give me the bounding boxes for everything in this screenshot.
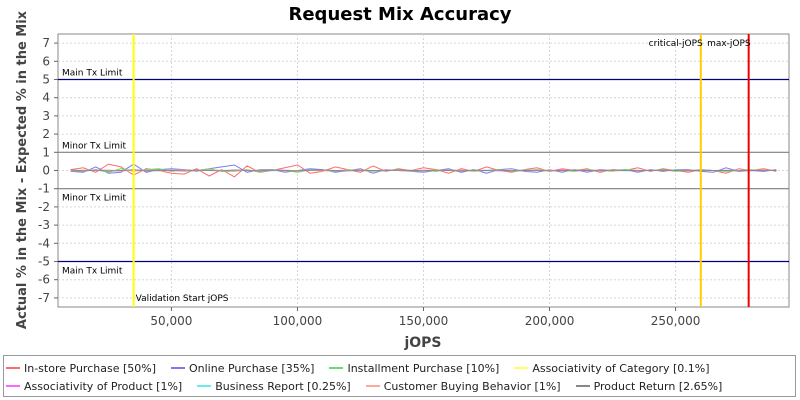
legend-swatch [6,367,20,369]
y-tick-label: -5 [38,255,50,269]
x-axis-label: jOPS [403,335,441,351]
x-tick-label: 50,000 [150,314,192,328]
legend-row: Associativity of Product [1%] Business Re… [4,377,735,395]
marker-line-label: max-jOPS [707,39,751,49]
chart-legend: In-store Purchase [50%] Online Purchase [… [3,355,796,397]
y-tick-label: -2 [38,200,50,214]
legend-swatch [514,367,529,369]
legend-item: Customer Buying Behavior [1%] [364,380,561,393]
legend-item: Business Report [0.25%] [195,380,351,393]
x-tick-label: 200,000 [525,314,575,328]
y-tick-label: 7 [42,36,50,50]
legend-label: In-store Purchase [50%] [24,361,156,375]
limit-line-label: Minor Tx Limit [62,194,127,204]
limit-line-label: Minor Tx Limit [62,141,127,151]
y-axis-label: Actual % in the Mix - Expected % in the … [15,10,30,329]
y-tick-label: 4 [42,91,50,105]
legend-label: Associativity of Product [1%] [24,379,183,393]
legend-label: Product Return [2.65%] [593,379,723,393]
legend-swatch [365,385,380,387]
y-tick-label: -6 [38,273,50,287]
legend-item: In-store Purchase [50%] [4,362,156,375]
legend-label: Installment Purchase [10%] [347,361,500,375]
limit-line-label: Main Tx Limit [62,69,123,79]
y-tick-label: -4 [38,236,50,250]
x-tick-label: 150,000 [399,314,449,328]
marker-line-label: critical-jOPS [649,39,703,49]
legend-label: Business Report [0.25%] [215,379,351,393]
y-tick-label: -7 [38,291,50,305]
series-line [70,169,777,172]
legend-item: Product Return [2.65%] [574,379,723,393]
y-tick-label: 1 [42,145,50,159]
chart-title: Request Mix Accuracy [288,4,511,25]
legend-swatch [575,385,590,387]
x-tick-label: 250,000 [651,314,701,328]
y-tick-label: -1 [38,182,50,196]
x-tick-label: 100,000 [273,314,323,328]
legend-item: Online Purchase [35%] [169,362,314,375]
legend-label: Online Purchase [35%] [188,361,315,375]
legend-swatch [170,367,185,369]
y-tick-label: -3 [38,218,50,232]
y-tick-label: 3 [42,109,50,123]
legend-swatch [329,367,344,369]
legend-label: Customer Buying Behavior [1%] [383,379,561,393]
legend-row: In-store Purchase [50%] Online Purchase [… [4,359,723,377]
legend-item: Associativity of Category [0.1%] [512,361,710,375]
legend-item: Installment Purchase [10%] [327,362,499,375]
y-tick-label: 6 [42,54,50,68]
legend-label: Associativity of Category [0.1%] [532,361,710,375]
marker-line-label: Validation Start jOPS [136,294,229,304]
legend-item: Associativity of Product [1%] [4,380,182,393]
y-tick-label: 5 [42,73,50,87]
limit-line-label: Main Tx Limit [62,267,123,277]
request-mix-chart: Request Mix Accuracy jOPS Actual % in th… [15,4,790,351]
legend-swatch [6,385,20,387]
y-tick-label: 2 [42,127,50,141]
legend-swatch [197,385,212,387]
y-tick-label: 0 [42,164,50,178]
